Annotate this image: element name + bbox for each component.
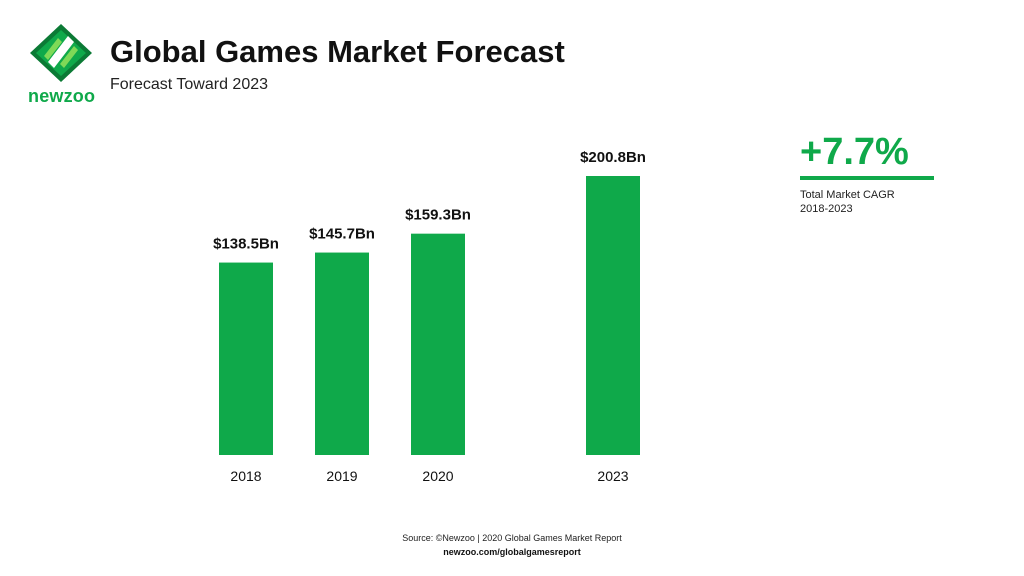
page-subtitle: Forecast Toward 2023	[110, 76, 269, 93]
x-tick-label-2019: 2019	[326, 468, 357, 484]
page-title: Global Games Market Forecast	[110, 34, 565, 69]
newzoo-logo: newzoo	[28, 22, 96, 108]
source-url: newzoo.com/globalgamesreport	[443, 547, 581, 557]
value-label-2018: $138.5Bn	[213, 236, 279, 253]
cagr-underline	[800, 176, 934, 180]
cagr-value: +7.7%	[800, 131, 909, 173]
bar-2019	[315, 252, 369, 455]
x-tick-label-2020: 2020	[422, 468, 453, 484]
value-label-2023: $200.8Bn	[580, 149, 646, 166]
value-label-2020: $159.3Bn	[405, 207, 471, 224]
x-tick-label-2018: 2018	[230, 468, 261, 484]
cagr-label-line1: Total Market CAGR	[800, 189, 895, 201]
logo-wordmark: newzoo	[28, 86, 96, 106]
newzoo-logo-icon	[30, 24, 92, 82]
bar-2023	[586, 176, 640, 455]
cagr-callout: +7.7% Total Market CAGR 2018-2023	[800, 132, 940, 216]
bar-2018	[219, 262, 273, 455]
cagr-label: Total Market CAGR 2018-2023	[800, 188, 940, 216]
source-note: Source: ©Newzoo | 2020 Global Games Mark…	[402, 533, 622, 543]
value-label-2019: $145.7Bn	[309, 226, 375, 243]
x-tick-label-2023: 2023	[597, 468, 628, 484]
bar-2020	[411, 233, 465, 455]
cagr-label-line2: 2018-2023	[800, 203, 853, 215]
